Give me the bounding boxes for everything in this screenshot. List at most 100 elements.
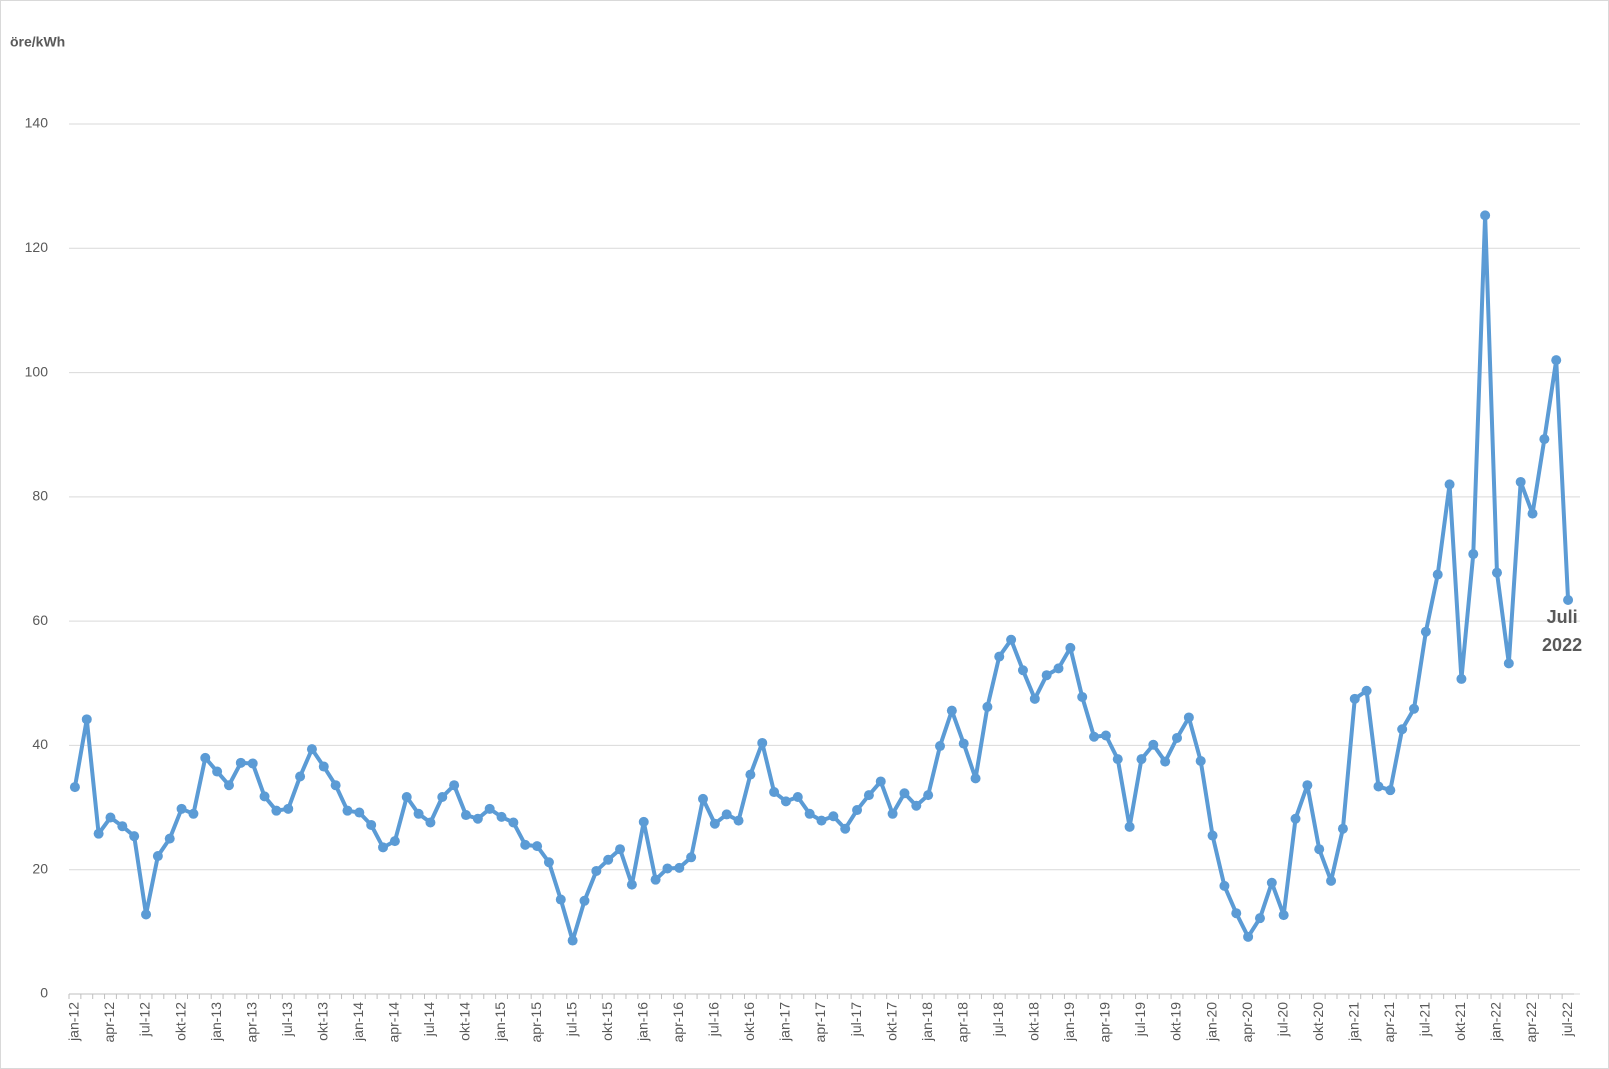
data-point bbox=[295, 771, 306, 782]
data-point bbox=[306, 744, 317, 755]
data-point bbox=[555, 894, 566, 905]
data-point bbox=[745, 769, 756, 780]
x-tick-label: okt-13 bbox=[314, 1002, 330, 1041]
data-point bbox=[117, 821, 128, 832]
x-tick-label: jul-17 bbox=[848, 1002, 864, 1037]
data-point bbox=[757, 737, 768, 748]
data-point bbox=[875, 776, 886, 787]
x-tick-label: apr-12 bbox=[101, 1002, 117, 1043]
data-point bbox=[970, 773, 981, 784]
data-point bbox=[840, 823, 851, 834]
data-point bbox=[129, 831, 140, 842]
data-point bbox=[1468, 549, 1479, 560]
data-point bbox=[1089, 731, 1100, 742]
data-point bbox=[1124, 821, 1135, 832]
x-tick-label: jan-12 bbox=[66, 1002, 82, 1042]
x-tick-label: apr-21 bbox=[1381, 1002, 1397, 1043]
data-point bbox=[1515, 476, 1526, 487]
data-point bbox=[141, 909, 152, 920]
x-tick-label: jul-13 bbox=[279, 1002, 295, 1037]
data-point bbox=[994, 651, 1005, 662]
data-point bbox=[674, 862, 685, 873]
x-tick-label: apr-13 bbox=[243, 1002, 259, 1043]
x-tick-label: jul-18 bbox=[990, 1002, 1006, 1037]
data-point bbox=[460, 810, 471, 821]
data-point bbox=[496, 811, 507, 822]
x-tick-label: okt-14 bbox=[457, 1002, 473, 1041]
x-tick-label: apr-17 bbox=[812, 1002, 828, 1043]
x-tick-label: okt-19 bbox=[1168, 1002, 1184, 1041]
x-tick-label: jan-21 bbox=[1345, 1002, 1361, 1042]
x-tick-label: jul-12 bbox=[137, 1002, 153, 1037]
x-tick-label: okt-21 bbox=[1452, 1002, 1468, 1041]
data-point bbox=[543, 857, 554, 868]
data-point bbox=[946, 705, 957, 716]
data-point bbox=[1539, 434, 1550, 445]
data-point bbox=[212, 766, 223, 777]
data-point bbox=[318, 761, 329, 772]
data-point bbox=[1480, 210, 1491, 221]
data-point bbox=[626, 879, 637, 890]
data-point bbox=[200, 752, 211, 763]
x-tick-label: okt-20 bbox=[1310, 1002, 1326, 1041]
x-tick-label: apr-18 bbox=[954, 1002, 970, 1043]
data-point bbox=[804, 808, 815, 819]
x-tick-label: okt-18 bbox=[1026, 1002, 1042, 1041]
y-tick-label: 80 bbox=[32, 488, 48, 504]
data-point bbox=[828, 811, 839, 822]
x-tick-label: jan-19 bbox=[1061, 1002, 1077, 1042]
data-point bbox=[1243, 931, 1254, 942]
data-point bbox=[105, 812, 116, 823]
data-point bbox=[911, 800, 922, 811]
data-point bbox=[484, 803, 495, 814]
data-point bbox=[164, 833, 175, 844]
data-point bbox=[1006, 634, 1017, 645]
data-point bbox=[709, 818, 720, 829]
data-point bbox=[413, 808, 424, 819]
x-tick-label: jan-17 bbox=[777, 1002, 793, 1042]
data-point bbox=[1326, 875, 1337, 886]
data-point bbox=[1349, 693, 1360, 704]
x-tick-label: apr-14 bbox=[386, 1002, 402, 1043]
data-point bbox=[1041, 670, 1052, 681]
data-point bbox=[342, 805, 353, 816]
data-point bbox=[1385, 785, 1396, 796]
x-tick-label: jan-14 bbox=[350, 1002, 366, 1042]
data-point bbox=[1219, 880, 1230, 891]
x-tick-label: okt-12 bbox=[172, 1002, 188, 1041]
data-point bbox=[923, 790, 934, 801]
data-point bbox=[188, 808, 199, 819]
y-tick-label: 120 bbox=[25, 239, 49, 255]
x-tick-label: jul-19 bbox=[1132, 1002, 1148, 1037]
data-point bbox=[508, 817, 519, 828]
data-point bbox=[93, 828, 104, 839]
data-point bbox=[366, 819, 377, 830]
data-point bbox=[1195, 755, 1206, 766]
y-tick-label: 100 bbox=[25, 363, 49, 379]
data-point bbox=[223, 780, 234, 791]
data-point bbox=[1100, 730, 1111, 741]
data-point bbox=[520, 839, 531, 850]
y-axis-label: öre/kWh bbox=[10, 34, 65, 50]
data-point bbox=[780, 796, 791, 807]
data-point bbox=[425, 817, 436, 828]
data-point bbox=[271, 805, 282, 816]
data-point bbox=[863, 790, 874, 801]
x-tick-label: jan-20 bbox=[1203, 1002, 1219, 1042]
data-point bbox=[1231, 908, 1242, 919]
x-tick-label: jul-21 bbox=[1417, 1002, 1433, 1037]
x-tick-label: okt-17 bbox=[883, 1002, 899, 1041]
x-tick-label: okt-16 bbox=[741, 1002, 757, 1041]
y-tick-label: 0 bbox=[40, 985, 48, 1001]
data-point bbox=[330, 780, 341, 791]
data-point bbox=[686, 852, 697, 863]
data-point bbox=[852, 805, 863, 816]
data-point bbox=[401, 792, 412, 803]
data-point bbox=[437, 792, 448, 803]
y-tick-label: 140 bbox=[25, 115, 49, 131]
data-point bbox=[1432, 569, 1443, 580]
data-point bbox=[532, 841, 543, 852]
data-point bbox=[1029, 693, 1040, 704]
data-point bbox=[1207, 830, 1218, 841]
